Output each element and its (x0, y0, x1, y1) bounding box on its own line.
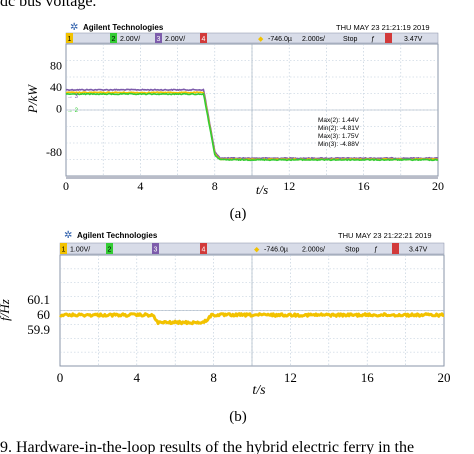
panel-a-ch4-label: 4 (202, 36, 206, 43)
panel-b-ch3-label: 3 (154, 247, 158, 254)
panel-a-marker-2: → 2 (67, 108, 79, 114)
bottom-caption: 9. Hardware-in-the-loop results of the h… (0, 439, 414, 454)
panel-b-series (59, 312, 445, 326)
series-line (65, 92, 439, 162)
panel-b-ch1-box (60, 243, 67, 254)
panel-a-logo-text: Agilent Technologies (83, 23, 164, 32)
panel-b-ch1-scale: 1.00V/ (70, 247, 90, 254)
x-tick-label: 16 (358, 179, 370, 193)
panel-b-timestamp: THU MAY 23 21:22:21 2019 (338, 231, 432, 240)
panel-b-ch1-label: 1 (62, 247, 66, 254)
y-tick-label: 40 (50, 80, 62, 94)
panel-b-mode: Stop (345, 247, 360, 254)
panel-a-ch2-scale: 2.00V/ (120, 36, 140, 43)
x-tick-label: 12 (283, 179, 295, 193)
panel-b-offset-icon: ◆ (254, 247, 260, 254)
panel-b-ylabel: f/Hz (0, 299, 12, 321)
y-tick-label: 0 (56, 102, 62, 116)
panel-a-ch3-box (155, 33, 162, 43)
x-tick-label: 0 (63, 179, 69, 193)
panel-b-status-bar (59, 242, 445, 255)
panel-b-trig-value: 3.47V (409, 247, 428, 254)
panel-b-ch2-box (106, 243, 113, 254)
x-tick-label: 0 (57, 370, 64, 385)
y-tick-label: 80 (50, 59, 62, 73)
y-tick-label: 60 (37, 307, 50, 322)
panel-a-trig-ch-box (385, 33, 392, 43)
panel-a-ch2-box (110, 33, 117, 43)
panel-a-label: (a) (230, 206, 247, 222)
x-tick-label: 8 (212, 179, 218, 193)
panel-a-ch4-box (200, 33, 207, 43)
top-partial-text: dc bus voltage. (0, 0, 96, 10)
agilent-logo-icon: ✲ (70, 22, 78, 33)
y-tick-label: 59.9 (27, 322, 50, 337)
panel-a-dc-indicator (66, 176, 438, 179)
agilent-logo-icon: ✲ (64, 230, 72, 241)
panel-b-ch3-box (152, 243, 159, 254)
panel-a-grid (66, 44, 438, 176)
panel-b-label: (b) (229, 409, 247, 425)
panel-b-trig-ch-box (392, 243, 399, 254)
panel-b: ✲ Agilent Technologies THU MAY 23 21:22:… (0, 230, 451, 425)
x-tick-label: 8 (210, 370, 217, 385)
panel-a-ch3-label: 3 (157, 36, 161, 43)
panel-a-ch1-label: 1 (68, 36, 72, 43)
measurement-min-3: Min(3): -4.88V (318, 141, 360, 148)
panel-a-timestamp: THU MAY 23 21:21:19 2019 (336, 23, 430, 32)
panel-b-trigger-icon: ƒ (374, 247, 378, 254)
panel-a: ✲ Agilent Technologies THU MAY 23 21:21:… (25, 20, 444, 222)
panel-b-ch4-label: 4 (202, 247, 206, 254)
measurement-max-2: Max(2): 1.44V (318, 117, 359, 124)
x-tick-label: 12 (284, 370, 297, 385)
panel-a-ticks: 0 4 8 12 16 20 -80 0 40 80 (46, 59, 444, 193)
x-tick-label: 4 (134, 370, 141, 385)
panel-b-offset: -746.0µ (264, 247, 288, 254)
panel-a-xlabel: t/s (256, 182, 268, 197)
x-tick-label: 4 (137, 179, 143, 193)
panel-a-ch1-box (66, 33, 73, 43)
panel-b-grid (60, 255, 444, 366)
panel-a-ch2-label: 2 (112, 36, 116, 43)
measurement-max-3: Max(3): 1.75V (318, 133, 359, 140)
panel-a-ylabel: P/kW (25, 84, 40, 114)
y-tick-label: 60.1 (27, 292, 50, 307)
panel-b-ch2-label: 2 (108, 247, 112, 254)
panel-a-header-bar (66, 20, 438, 32)
panel-a-marker-3: → 3 (67, 94, 79, 100)
panel-a-ch3-scale: 2.00V/ (165, 36, 185, 43)
measurement-min-2: Min(2): -4.81V (318, 125, 360, 132)
panel-a-trigger-icon: ƒ (371, 36, 375, 43)
panel-b-logo-text: Agilent Technologies (77, 231, 158, 240)
x-tick-label: 20 (438, 370, 451, 385)
panel-b-timebase: 2.000s/ (302, 247, 325, 254)
y-tick-label: -80 (46, 145, 62, 159)
x-tick-label: 16 (361, 370, 375, 385)
panel-b-ch4-box (200, 243, 207, 254)
series-line (59, 312, 445, 326)
panel-a-offset: -746.0µ (268, 36, 292, 43)
x-tick-label: 20 (432, 179, 444, 193)
panel-b-xlabel: t/s (252, 383, 266, 398)
panel-a-trig-value: 3.47V (404, 36, 423, 43)
panel-a-series (65, 88, 439, 162)
panel-a-mode: Stop (343, 36, 358, 43)
panel-a-measurements: Max(2): 1.44V Min(2): -4.81V Max(3): 1.7… (318, 117, 360, 148)
panel-a-offset-icon: ◆ (258, 36, 264, 43)
panel-a-timebase: 2.000s/ (302, 36, 325, 43)
